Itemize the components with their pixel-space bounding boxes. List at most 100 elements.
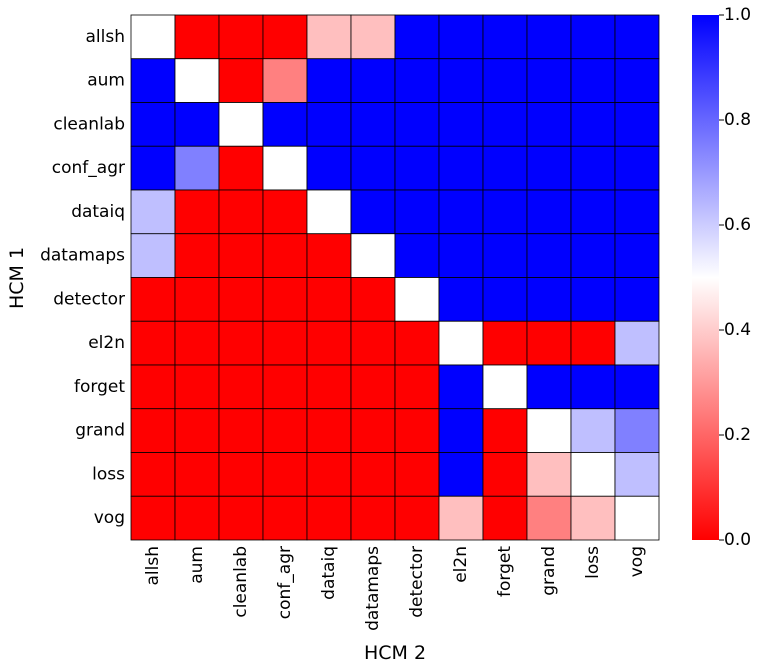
x-tick-label: grand: [539, 546, 559, 596]
colorbar: [692, 15, 719, 540]
colorbar-tick-label: 0.6: [724, 215, 751, 235]
x-tick-label: detector: [407, 546, 427, 618]
heatmap-cell-allsh-dataiq: [306, 14, 352, 60]
heatmap-cell-dataiq-dataiq: [306, 189, 352, 235]
heatmap-cell-forget-datamaps: [350, 364, 396, 410]
heatmap-cell-dataiq-vog: [614, 189, 660, 235]
x-tick-label: dataiq: [319, 546, 339, 600]
heatmap-cell-dataiq-forget: [482, 189, 528, 235]
heatmap-cell-vog-grand: [526, 495, 572, 541]
y-tick-label: aum: [87, 71, 125, 91]
y-tick-label: grand: [75, 421, 125, 441]
heatmap-cell-loss-el2n: [438, 452, 484, 497]
colorbar-tick-label: 0.8: [724, 110, 751, 130]
heatmap-cell-detector-datamaps: [350, 277, 396, 322]
heatmap-cell-allsh-el2n: [438, 14, 484, 60]
heatmap-cell-cleanlab-loss: [570, 102, 616, 147]
heatmap-cell-forget-detector: [394, 364, 440, 410]
heatmap-cell-detector-forget: [482, 277, 528, 322]
heatmap-cell-detector-cleanlab: [218, 277, 264, 322]
heatmap-cell-dataiq-el2n: [438, 189, 484, 235]
heatmap-cell-datamaps-forget: [482, 233, 528, 278]
heatmap-cell-vog-forget: [482, 495, 528, 541]
heatmap-cell-dataiq-detector: [394, 189, 440, 235]
heatmap-cell-vog-vog: [614, 495, 660, 541]
heatmap-cell-el2n-grand: [526, 320, 572, 366]
x-tick-label: datamaps: [363, 546, 383, 631]
heatmap-cell-allsh-conf_agr: [262, 14, 308, 60]
heatmap-cell-forget-vog: [614, 364, 660, 410]
heatmap-cell-el2n-cleanlab: [218, 320, 264, 366]
heatmap-cell-grand-allsh: [130, 408, 176, 453]
heatmap-cell-detector-vog: [614, 277, 660, 322]
heatmap-cell-datamaps-cleanlab: [218, 233, 264, 278]
x-tick-label: el2n: [451, 546, 471, 583]
heatmap-cell-loss-cleanlab: [218, 452, 264, 497]
heatmap-cell-conf_agr-vog: [614, 145, 660, 191]
heatmap-cell-datamaps-vog: [614, 233, 660, 278]
heatmap-cell-loss-detector: [394, 452, 440, 497]
heatmap-cell-vog-allsh: [130, 495, 176, 541]
heatmap-cell-loss-grand: [526, 452, 572, 497]
heatmap-cell-detector-loss: [570, 277, 616, 322]
heatmap-cell-cleanlab-el2n: [438, 102, 484, 147]
heatmap-cell-detector-aum: [174, 277, 220, 322]
heatmap-cell-conf_agr-aum: [174, 145, 220, 191]
y-tick-label: dataiq: [71, 202, 125, 222]
heatmap-cell-loss-allsh: [130, 452, 176, 497]
heatmap-cell-cleanlab-dataiq: [306, 102, 352, 147]
y-tick-label: el2n: [88, 333, 125, 353]
heatmap-cell-forget-loss: [570, 364, 616, 410]
heatmap-cell-aum-grand: [526, 58, 572, 103]
heatmap-cell-cleanlab-grand: [526, 102, 572, 147]
heatmap-cell-el2n-conf_agr: [262, 320, 308, 366]
heatmap-cell-aum-el2n: [438, 58, 484, 103]
heatmap-cell-forget-forget: [482, 364, 528, 410]
heatmap-cell-el2n-vog: [614, 320, 660, 366]
heatmap-cell-aum-conf_agr: [262, 58, 308, 103]
heatmap-cell-loss-datamaps: [350, 452, 396, 497]
heatmap-cell-aum-dataiq: [306, 58, 352, 103]
x-tick-labels: allsh aum cleanlab conf_agr dataiq datamaps de…: [143, 546, 647, 631]
colorbar-tick-label: 1.0: [724, 5, 751, 25]
heatmap-cell-cleanlab-datamaps: [350, 102, 396, 147]
heatmap-cell-allsh-detector: [394, 14, 440, 60]
x-tick-label: allsh: [143, 546, 163, 586]
heatmap-cell-cleanlab-detector: [394, 102, 440, 147]
heatmap-cell-grand-cleanlab: [218, 408, 264, 453]
heatmap-cell-datamaps-dataiq: [306, 233, 352, 278]
heatmap-cell-detector-grand: [526, 277, 572, 322]
heatmap-cell-dataiq-cleanlab: [218, 189, 264, 235]
y-tick-label: allsh: [86, 27, 126, 47]
heatmap-cell-aum-cleanlab: [218, 58, 264, 103]
heatmap-cell-aum-loss: [570, 58, 616, 103]
heatmap-cell-el2n-allsh: [130, 320, 176, 366]
colorbar-ticks: 0.0 0.2 0.4 0.6 0.8 1.0: [719, 5, 751, 550]
colorbar-tick-label: 0.4: [724, 320, 751, 340]
heatmap-cell-conf_agr-detector: [394, 145, 440, 191]
heatmap-cell-aum-vog: [614, 58, 660, 103]
heatmap-cell-datamaps-conf_agr: [262, 233, 308, 278]
heatmap-cell-grand-el2n: [438, 408, 484, 453]
heatmap-cell-forget-dataiq: [306, 364, 352, 410]
heatmap-cell-allsh-cleanlab: [218, 14, 264, 60]
heatmap-cell-conf_agr-loss: [570, 145, 616, 191]
heatmap-cell-dataiq-allsh: [130, 189, 176, 235]
heatmap-cell-detector-allsh: [130, 277, 176, 322]
heatmap-cell-el2n-dataiq: [306, 320, 352, 366]
heatmap-cells: [130, 14, 660, 541]
heatmap-cell-vog-loss: [570, 495, 616, 541]
heatmap-cell-datamaps-loss: [570, 233, 616, 278]
heatmap-cell-loss-forget: [482, 452, 528, 497]
heatmap-cell-el2n-aum: [174, 320, 220, 366]
heatmap-cell-aum-allsh: [130, 58, 176, 103]
heatmap-cell-datamaps-datamaps: [350, 233, 396, 278]
heatmap-cell-el2n-loss: [570, 320, 616, 366]
heatmap-cell-grand-detector: [394, 408, 440, 453]
heatmap-cell-datamaps-aum: [174, 233, 220, 278]
heatmap-cell-cleanlab-allsh: [130, 102, 176, 147]
y-tick-label: forget: [74, 377, 125, 397]
heatmap-cell-vog-datamaps: [350, 495, 396, 541]
